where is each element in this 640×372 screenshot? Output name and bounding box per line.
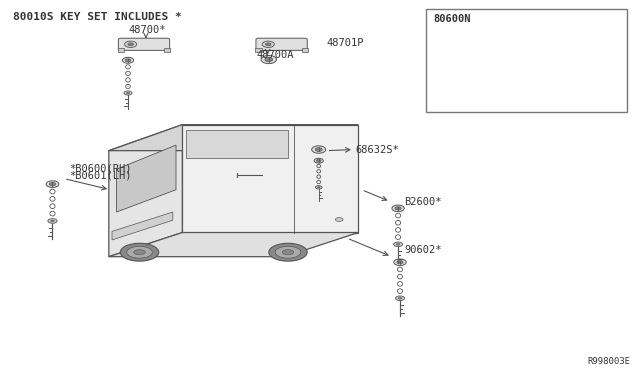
Ellipse shape <box>398 298 402 299</box>
Ellipse shape <box>316 186 322 189</box>
Ellipse shape <box>127 246 152 258</box>
Polygon shape <box>112 212 173 240</box>
Ellipse shape <box>51 220 54 222</box>
Ellipse shape <box>261 55 276 64</box>
Ellipse shape <box>396 296 404 301</box>
Ellipse shape <box>312 146 326 153</box>
Text: 48700*: 48700* <box>129 25 166 35</box>
Ellipse shape <box>394 242 403 247</box>
Ellipse shape <box>262 41 275 48</box>
Ellipse shape <box>394 259 406 266</box>
Ellipse shape <box>396 244 400 245</box>
Ellipse shape <box>314 158 323 163</box>
Text: 80010S KEY SET INCLUDES *: 80010S KEY SET INCLUDES * <box>13 12 182 22</box>
Ellipse shape <box>127 92 129 94</box>
Ellipse shape <box>469 71 484 79</box>
Text: 48700A: 48700A <box>256 50 294 60</box>
Polygon shape <box>186 130 288 158</box>
Ellipse shape <box>316 160 321 162</box>
Ellipse shape <box>472 72 477 75</box>
FancyBboxPatch shape <box>455 63 499 84</box>
Ellipse shape <box>124 91 132 95</box>
Bar <box>164 48 170 52</box>
Ellipse shape <box>49 182 56 186</box>
Polygon shape <box>109 125 182 257</box>
Text: B2600*: B2600* <box>404 197 442 206</box>
Ellipse shape <box>46 181 59 187</box>
Text: 90602*: 90602* <box>404 245 442 255</box>
Text: 48701P: 48701P <box>326 38 364 48</box>
Text: *B0601(LH): *B0601(LH) <box>69 171 132 180</box>
Ellipse shape <box>397 261 403 264</box>
Ellipse shape <box>395 207 401 210</box>
Ellipse shape <box>125 59 131 62</box>
FancyBboxPatch shape <box>469 78 484 83</box>
Bar <box>118 48 124 52</box>
Polygon shape <box>109 232 358 257</box>
Ellipse shape <box>265 58 273 61</box>
Ellipse shape <box>335 218 343 221</box>
Bar <box>301 48 308 52</box>
Ellipse shape <box>134 250 145 255</box>
Ellipse shape <box>316 148 323 151</box>
Polygon shape <box>109 125 358 151</box>
FancyBboxPatch shape <box>256 38 307 50</box>
Ellipse shape <box>275 246 301 258</box>
Ellipse shape <box>125 41 137 48</box>
Ellipse shape <box>266 43 271 46</box>
Text: 68632S*: 68632S* <box>355 145 399 154</box>
Text: R998003E: R998003E <box>588 357 630 366</box>
Ellipse shape <box>317 187 320 188</box>
Bar <box>426 9 627 112</box>
Polygon shape <box>495 72 531 76</box>
Polygon shape <box>116 145 176 212</box>
Ellipse shape <box>122 57 134 63</box>
Bar <box>255 48 262 52</box>
Polygon shape <box>182 125 358 232</box>
Ellipse shape <box>282 250 294 255</box>
Ellipse shape <box>128 43 133 46</box>
Ellipse shape <box>48 219 57 223</box>
Text: *B0600(RH): *B0600(RH) <box>69 163 132 173</box>
Ellipse shape <box>269 243 307 261</box>
Ellipse shape <box>120 243 159 261</box>
Text: 80600N: 80600N <box>433 14 471 24</box>
Ellipse shape <box>392 205 404 212</box>
FancyBboxPatch shape <box>118 38 170 50</box>
